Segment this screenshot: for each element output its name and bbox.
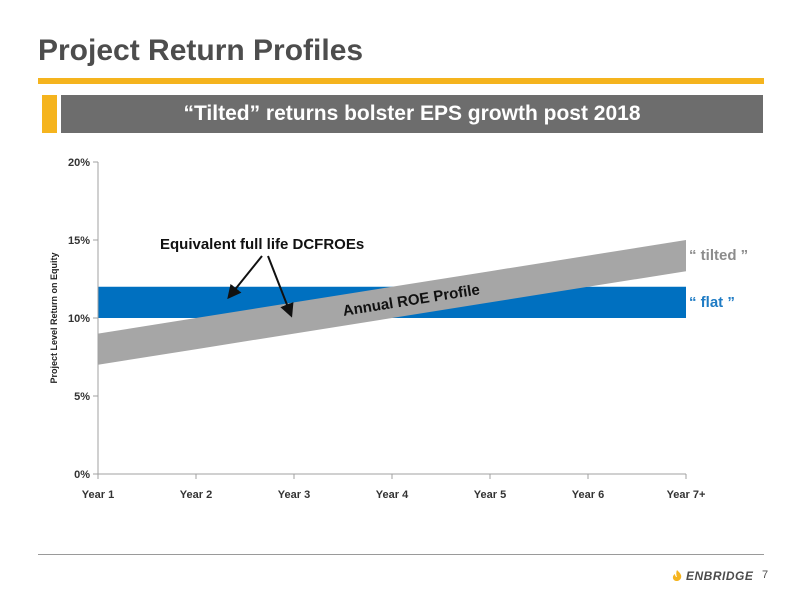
x-tick-label: Year 1 bbox=[82, 489, 114, 501]
page-number: 7 bbox=[762, 569, 769, 581]
callout-text: Equivalent full life DCFROEs bbox=[160, 236, 364, 253]
title-underline bbox=[38, 78, 764, 84]
flat-series-label: “ flat ” bbox=[689, 294, 735, 311]
logo-wordmark: ENBRIDGE bbox=[686, 569, 754, 583]
x-tick-label: Year 5 bbox=[474, 489, 506, 501]
axes-layer: 0% 5% 10% 15% 20% Year 1 Year 2 Year 3 Year 4 Yea… bbox=[49, 157, 705, 501]
y-tick-label: 10% bbox=[68, 313, 90, 325]
x-tick-label: Year 4 bbox=[376, 489, 409, 501]
x-tick-label: Year 7+ bbox=[667, 489, 706, 501]
y-tick-label: 0% bbox=[74, 469, 90, 481]
y-tick-label: 15% bbox=[68, 235, 90, 247]
logo-flame-icon bbox=[672, 570, 682, 582]
bands-layer bbox=[98, 240, 686, 365]
y-axis-label: Project Level Return on Equity bbox=[49, 252, 59, 383]
callout-arrow-flat bbox=[227, 255, 263, 300]
tilted-band bbox=[98, 240, 686, 365]
footer-rule bbox=[38, 554, 764, 555]
y-tick-label: 20% bbox=[68, 157, 90, 169]
slide-title: Project Return Profiles bbox=[38, 34, 364, 67]
labels-layer: “ tilted ”“ flat ”Annual ROE ProfileEqui… bbox=[160, 236, 748, 320]
callout-arrow-tilted bbox=[267, 255, 294, 318]
enbridge-logo: ENBRIDGE bbox=[670, 569, 753, 583]
y-tick-label: 5% bbox=[74, 391, 90, 403]
banner-accent bbox=[42, 95, 57, 133]
x-tick-label: Year 3 bbox=[278, 489, 310, 501]
x-tick-label: Year 2 bbox=[180, 489, 212, 501]
headline-banner: “Tilted” returns bolster EPS growth post… bbox=[61, 95, 763, 133]
tilted-series-label: “ tilted ” bbox=[689, 247, 748, 264]
x-tick-label: Year 6 bbox=[572, 489, 604, 501]
